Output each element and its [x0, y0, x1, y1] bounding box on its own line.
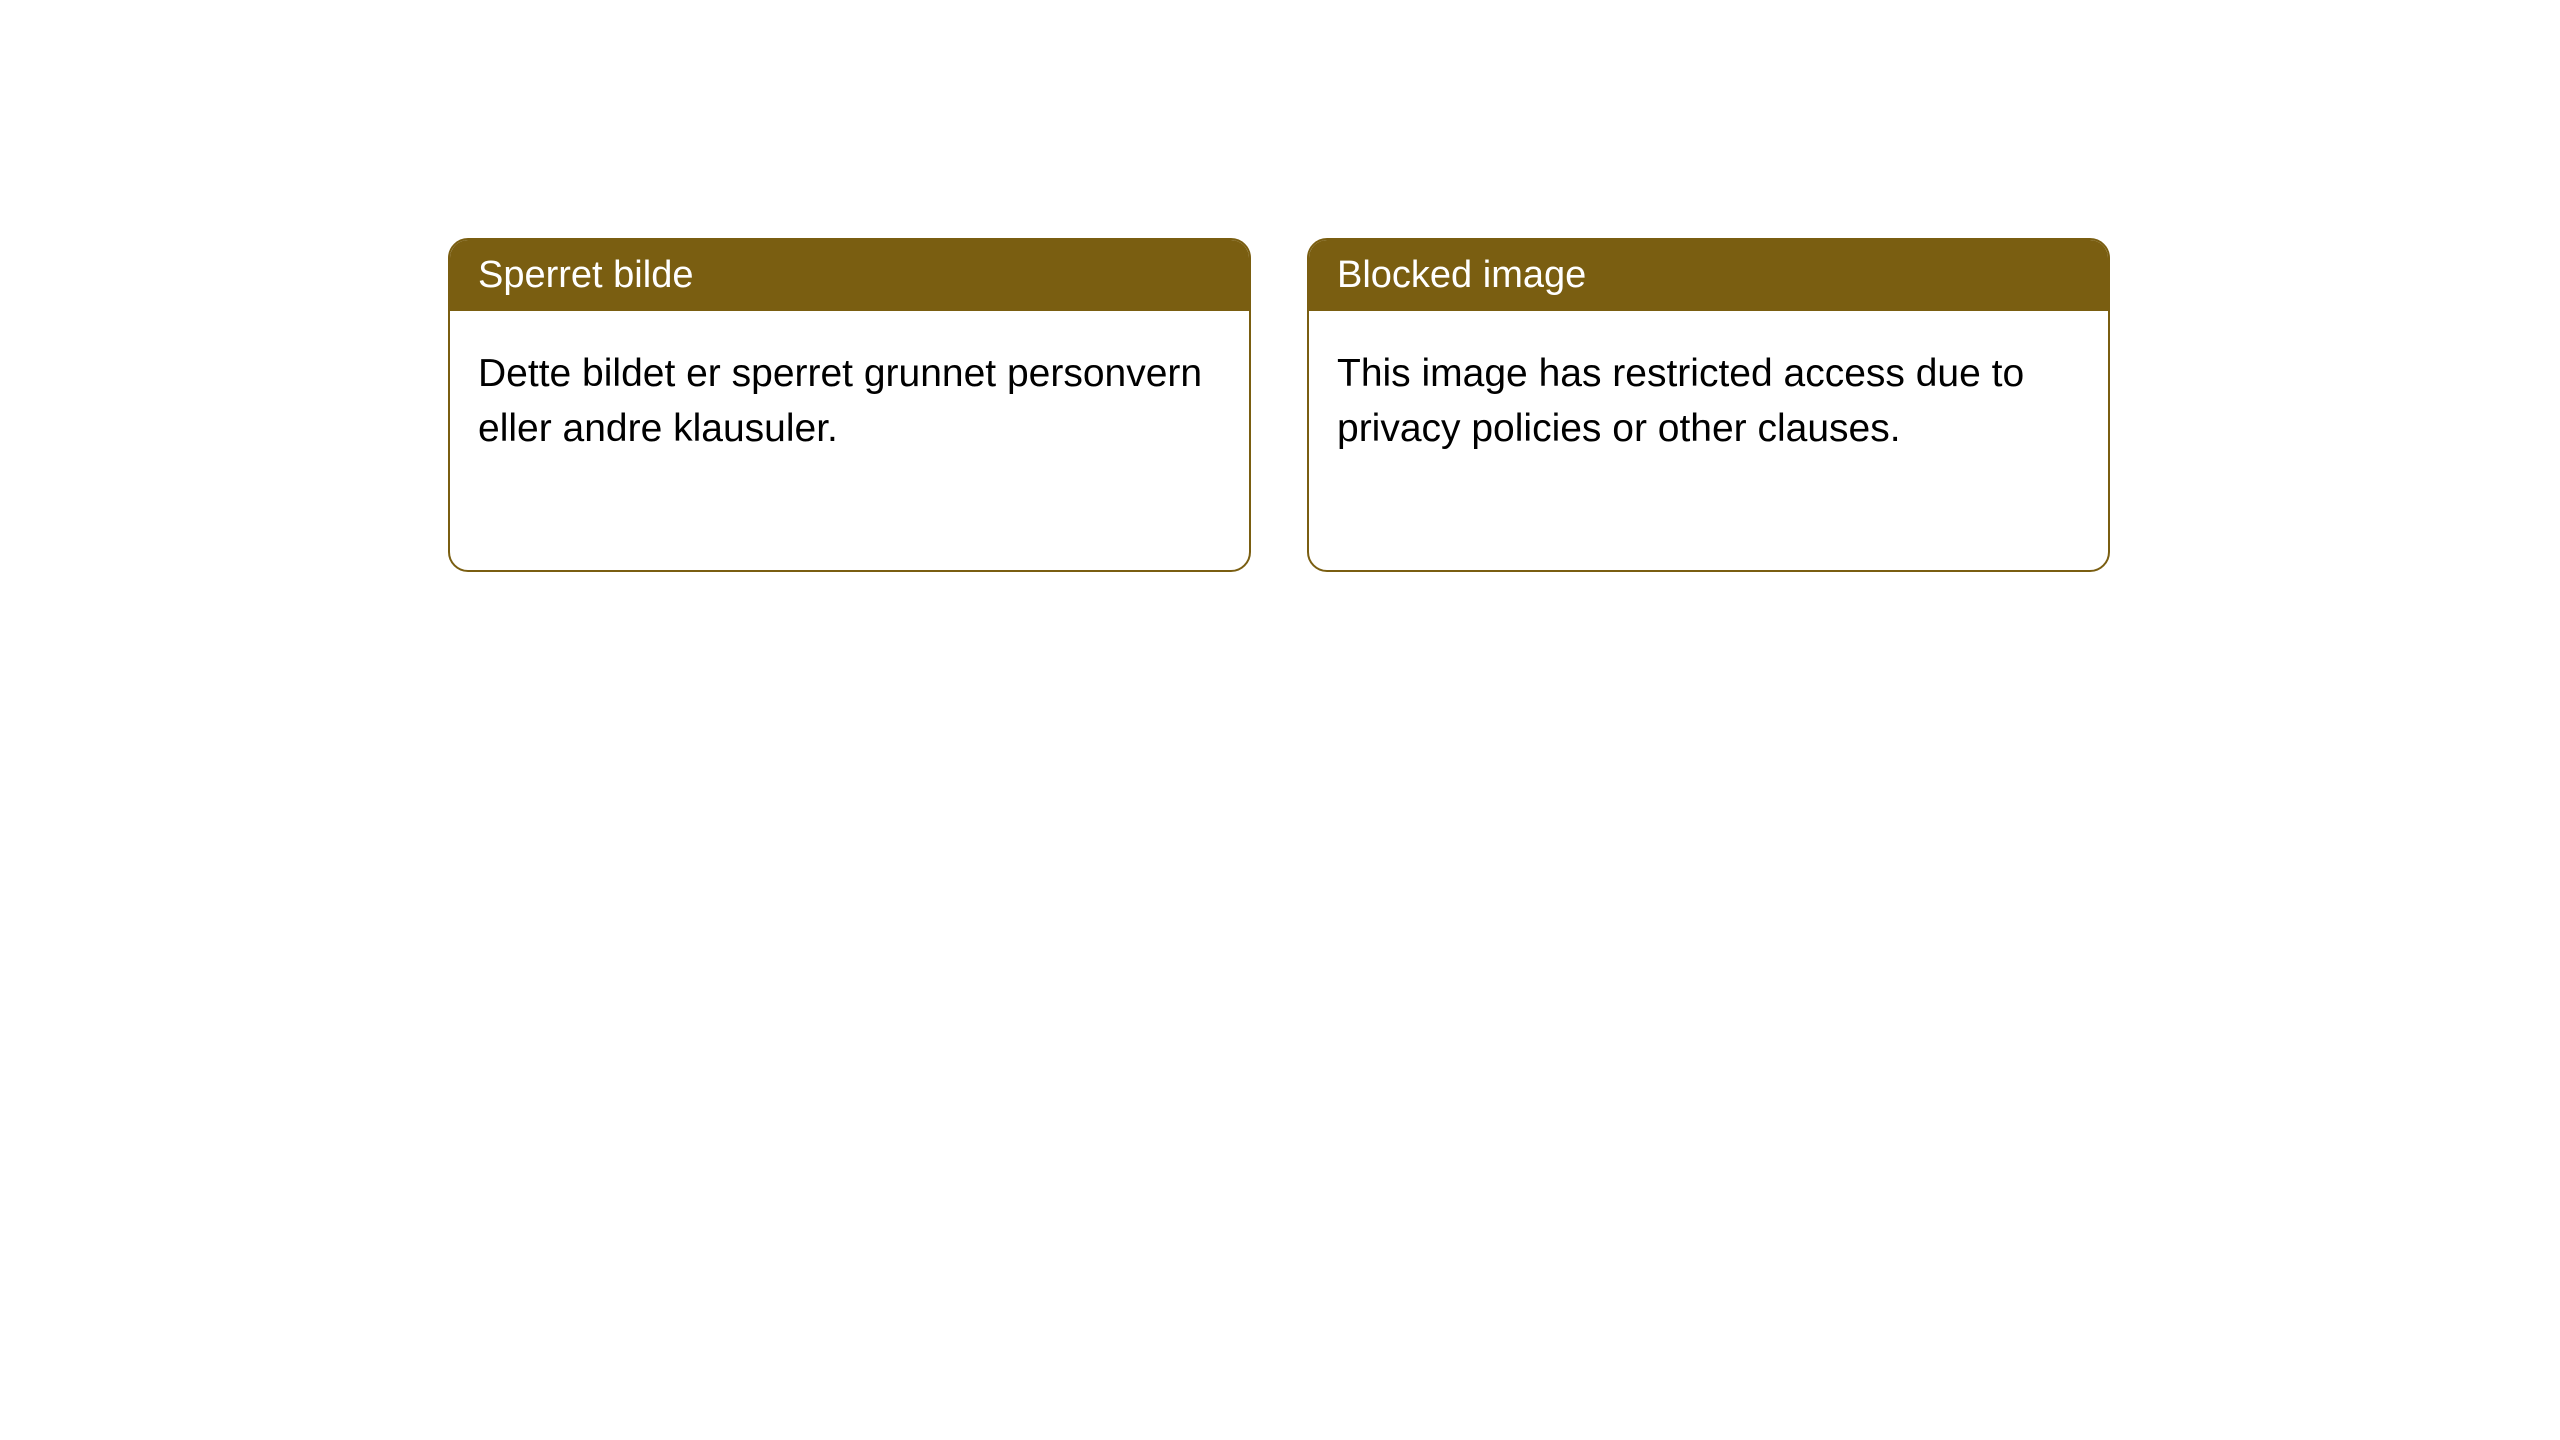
card-body: Dette bildet er sperret grunnet personve…: [450, 311, 1249, 492]
notice-cards-container: Sperret bilde Dette bildet er sperret gr…: [448, 238, 2110, 572]
card-body: This image has restricted access due to …: [1309, 311, 2108, 492]
card-header: Sperret bilde: [450, 240, 1249, 311]
card-body-text: Dette bildet er sperret grunnet personve…: [478, 352, 1202, 450]
card-title: Sperret bilde: [478, 254, 693, 296]
blocked-image-card-norwegian: Sperret bilde Dette bildet er sperret gr…: [448, 238, 1251, 572]
blocked-image-card-english: Blocked image This image has restricted …: [1307, 238, 2110, 572]
card-title: Blocked image: [1337, 254, 1586, 296]
card-header: Blocked image: [1309, 240, 2108, 311]
card-body-text: This image has restricted access due to …: [1337, 352, 2024, 450]
